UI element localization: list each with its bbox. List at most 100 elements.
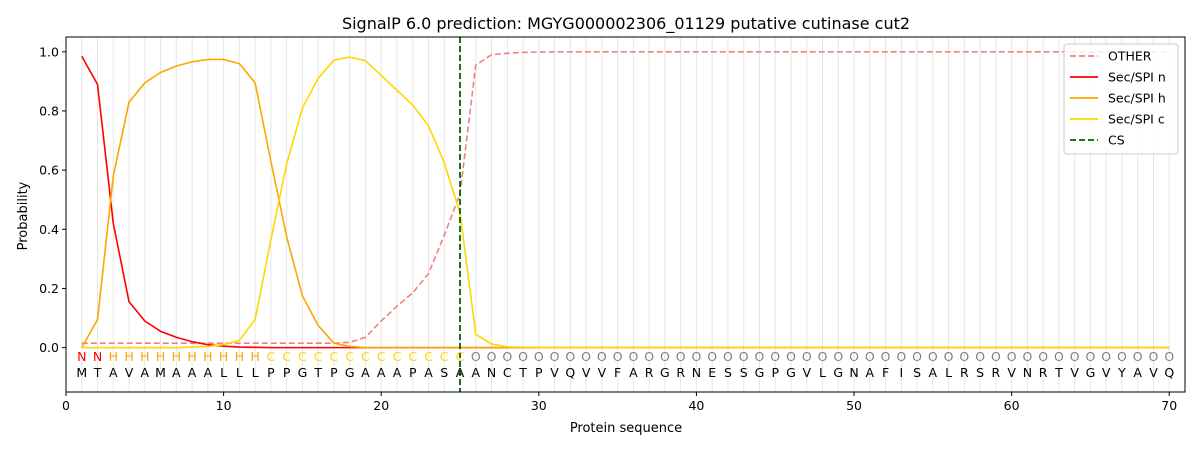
region-label: O [707,349,717,364]
region-label: O [818,349,828,364]
region-label: C [282,349,291,364]
region-label: H [124,349,133,364]
chart-title: SignalP 6.0 prediction: MGYG000002306_01… [342,14,910,34]
residue-label: V [582,365,591,380]
residue-label: A [629,365,638,380]
residue-label: R [960,365,969,380]
legend-label: OTHER [1108,49,1152,64]
region-label: O [755,349,765,364]
region-label: O [581,349,591,364]
region-label: C [345,349,354,364]
region-label: O [786,349,796,364]
residue-label: G [660,365,670,380]
residue-label: A [361,365,370,380]
region-label: H [172,349,181,364]
region-label: H [156,349,165,364]
legend-label: Sec/SPI h [1108,91,1166,106]
residue-label: P [283,365,291,380]
region-label: O [502,349,512,364]
legend: OTHER Sec/SPI n Sec/SPI h Sec/SPI c CS [1063,43,1179,155]
y-tick-label: 0.0 [39,340,59,355]
residue-label: A [109,365,118,380]
region-label: O [928,349,938,364]
region-label: O [802,349,812,364]
residue-label: Q [1164,365,1174,380]
residue-label: G [345,365,355,380]
x-tick-label: 20 [373,398,389,413]
region-label: O [975,349,985,364]
region-label: O [1117,349,1127,364]
residue-label: A [393,365,402,380]
residue-label: S [724,365,732,380]
x-tick-label: 30 [531,398,547,413]
region-label: C [377,349,386,364]
residue-label: M [155,365,166,380]
region-label: C [361,349,370,364]
region-label: O [770,349,780,364]
region-label: O [833,349,843,364]
region-label: N [93,349,102,364]
region-label: C [393,349,402,364]
region-label: N [77,349,86,364]
region-label: C [314,349,323,364]
x-axis-label: Protein sequence [570,421,682,436]
residue-label: R [645,365,654,380]
residue-label: S [913,365,921,380]
plot-frame [65,36,1186,393]
residue-label: F [614,365,621,380]
residue-label: I [899,365,903,380]
residue-label: S [976,365,984,380]
residue-label: Y [1117,365,1126,380]
region-label: O [1086,349,1096,364]
residue-label: P [267,365,275,380]
y-tick-label: 0.6 [39,163,59,178]
region-label: H [219,349,228,364]
region-label: O [1149,349,1159,364]
residue-label: V [125,365,134,380]
residue-label: V [1070,365,1079,380]
residue-label: L [252,365,259,380]
residue-label: A [188,365,197,380]
region-label: O [1133,349,1143,364]
residue-label: A [141,365,150,380]
region-label: H [187,349,196,364]
residue-label: L [945,365,952,380]
residue-label: R [676,365,685,380]
residue-label: V [550,365,559,380]
residue-label: L [220,365,227,380]
region-label: C [330,349,339,364]
residue-label: N [692,365,701,380]
region-label: O [676,349,686,364]
residue-label: T [93,365,102,380]
residue-label: P [409,365,417,380]
residue-label: A [866,365,875,380]
residue-label: V [802,365,811,380]
region-label: O [487,349,497,364]
region-label: O [944,349,954,364]
legend-label: CS [1108,133,1125,148]
residue-label: L [236,365,243,380]
region-label: C [456,349,465,364]
residue-label: P [535,365,543,380]
residue-label: V [1102,365,1111,380]
region-label: H [250,349,259,364]
residue-label: S [440,365,448,380]
region-label: O [865,349,875,364]
region-label: O [1101,349,1111,364]
legend-label: Sec/SPI n [1108,70,1166,85]
region-label: O [1007,349,1017,364]
y-axis-label: Probability [16,181,31,250]
residue-label: A [204,365,213,380]
region-label: O [1070,349,1080,364]
region-label: C [298,349,307,364]
y-tick-label: 0.8 [39,103,59,118]
region-label: O [550,349,560,364]
residue-label: V [1007,365,1016,380]
legend-label: Sec/SPI c [1108,112,1165,127]
region-label: C [440,349,449,364]
region-label: O [660,349,670,364]
residue-label: A [471,365,480,380]
region-label: O [723,349,733,364]
region-label: O [896,349,906,364]
residue-label: G [755,365,765,380]
